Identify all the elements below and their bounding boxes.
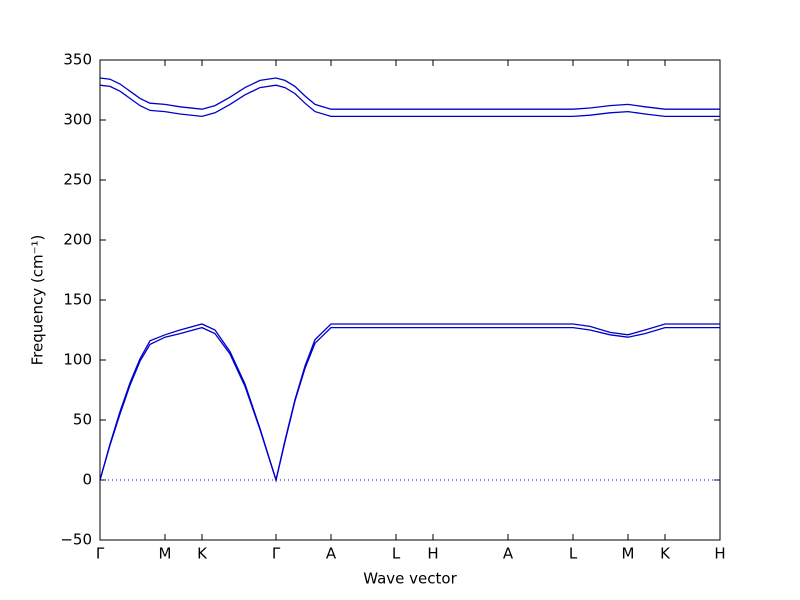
band-line (99, 77, 720, 110)
y-tick-label: 350 (63, 51, 92, 69)
x-tick-label: Γ (272, 545, 281, 563)
y-tick-label: 300 (63, 111, 92, 129)
x-tick-label: H (427, 545, 438, 563)
x-tick-label: L (392, 545, 401, 563)
y-tick-label: −50 (60, 531, 92, 549)
y-tick-label: 250 (63, 171, 92, 189)
y-tick-label: 50 (73, 411, 92, 429)
x-axis-label: Wave vector (363, 570, 457, 588)
x-tick-label: L (569, 545, 578, 563)
x-tick-label: A (326, 545, 337, 563)
x-tick-label: M (622, 545, 635, 563)
x-tick-label: Γ (96, 545, 105, 563)
y-axis-label: Frequency (cm⁻¹) (29, 235, 47, 366)
band-line (99, 84, 720, 118)
y-tick-label: 0 (82, 471, 92, 489)
x-tick-label: H (714, 545, 725, 563)
y-tick-label: 150 (63, 291, 92, 309)
x-tick-label: A (503, 545, 514, 563)
plot-frame (99, 59, 721, 541)
x-tick-label: K (660, 545, 671, 563)
x-tick-label: M (159, 545, 172, 563)
x-tick-label: K (197, 545, 208, 563)
y-tick-label: 100 (63, 351, 92, 369)
y-tick-label: 200 (63, 231, 92, 249)
band-line (99, 323, 720, 483)
